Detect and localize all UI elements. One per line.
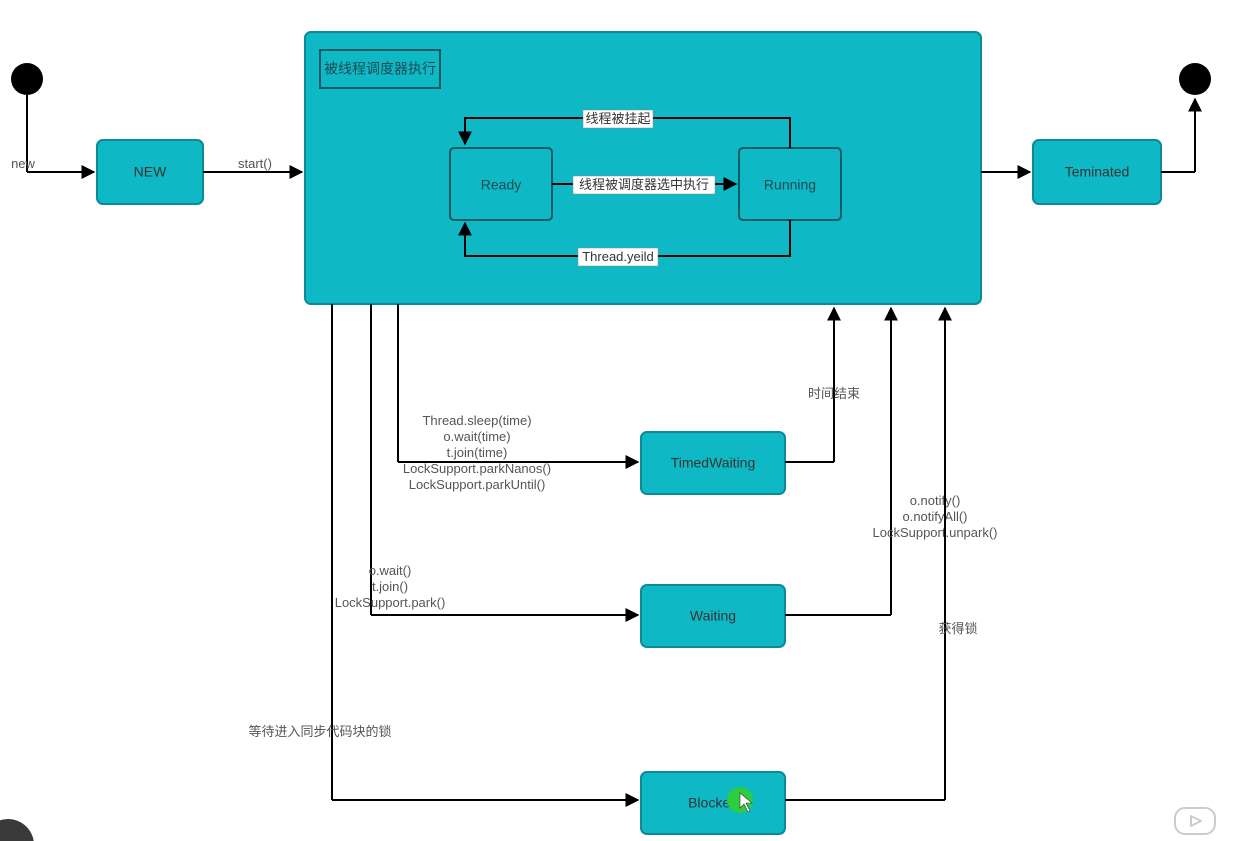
edge-suspend-label: 线程被挂起 [585,111,650,126]
edge-getlock-label: 获得锁 [938,621,977,636]
edge-blocked-label: 等待进入同步代码块的锁 [248,724,391,739]
edge-new-label: new [11,156,35,171]
edge-timedwait-label-2: t.join(time) [447,445,508,460]
edge-wait-label-1: t.join() [372,579,408,594]
new-label: NEW [134,164,167,180]
edge-wait-label-2: LockSupport.park() [335,595,446,610]
play-icon[interactable] [1175,808,1215,834]
edge-notify-label-0: o.notify() [910,493,961,508]
edge-start-label: start() [238,156,272,171]
ready-label: Ready [481,177,521,193]
runnable-title: 被线程调度器执行 [324,61,436,77]
edge-dispatch-label: 线程被调度器选中执行 [579,177,709,192]
end-state [1179,63,1211,95]
start-state [11,63,43,95]
corner-decoration [0,819,34,841]
edge-yield-label: Thread.yeild [582,249,654,264]
waiting-label: Waiting [690,608,736,624]
edge-timedwait-label-3: LockSupport.parkNanos() [403,461,551,476]
running-label: Running [764,177,816,193]
timedwaiting-label: TimedWaiting [671,455,756,471]
terminated-label: Teminated [1065,164,1130,180]
edge-timedwait-label-1: o.wait(time) [443,429,510,444]
thread-state-diagram: 被线程调度器执行 new NEW start() Ready Running 线… [0,0,1233,841]
edge-timeend-label: 时间结束 [808,386,860,401]
edge-notify-label-2: LockSupport.unpark() [872,525,997,540]
edge-notify-label-1: o.notifyAll() [902,509,967,524]
edge-timedwait-label-4: LockSupport.parkUntil() [409,477,546,492]
edge-timedwait-label-0: Thread.sleep(time) [422,413,531,428]
edge-wait-label-0: o.wait() [369,563,412,578]
